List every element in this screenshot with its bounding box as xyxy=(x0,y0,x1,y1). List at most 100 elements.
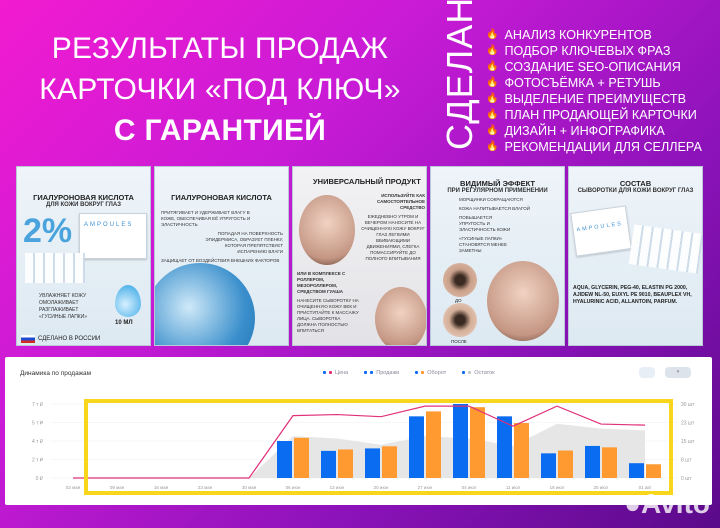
x-axis-tick: 30 мая xyxy=(242,485,257,490)
fire-icon: 🔥 xyxy=(486,109,499,120)
effect-item: «ГУСИНЫЕ ЛАПКИ» СТАНОВЯТСЯ МЕНЕЕ ЗАМЕТНЫ xyxy=(459,236,508,253)
sales-bar xyxy=(321,450,336,478)
sales-bar xyxy=(629,463,644,478)
done-item: 🔥 ПЛАН ПРОДАЮЩЕЙ КАРТОЧКИ xyxy=(486,108,697,122)
x-axis-tick: 27 июн xyxy=(418,485,433,490)
legend-marker xyxy=(421,371,425,374)
period-toggle[interactable] xyxy=(639,367,655,378)
headline-line-1: РЕЗУЛЬТАТЫ ПРОДАЖ xyxy=(51,32,389,65)
benefit: ОМОЛАЖИВАЕТ xyxy=(39,300,79,306)
sales-bar xyxy=(497,416,512,478)
fire-icon: 🔥 xyxy=(486,45,499,56)
model-photo xyxy=(299,195,355,265)
feature-text: ЗАЩИЩАЕТ ОТ ВОЗДЕЙСТВИЯ ВНЕШНИХ ФАКТОРОВ xyxy=(161,258,280,263)
sales-bar xyxy=(409,416,424,478)
benefit: УВЛАЖНЯЕТ КОЖУ xyxy=(39,293,87,299)
revenue-bar xyxy=(338,449,353,478)
before-label: ДО xyxy=(455,298,462,303)
hyaluronic-sphere-image xyxy=(155,263,255,345)
sales-chart: 0 ₽ 0 шт 2 т ₽ 8 шт 4 т ₽ 15 шт 5 т ₽ 23 шт 7 т … xyxy=(32,399,695,495)
ampoules-image xyxy=(628,224,702,274)
done-label: СДЕЛАНО xyxy=(439,0,480,150)
x-axis-tick: 04 июл xyxy=(462,485,477,490)
chart-legend: Цена Продажи Оборот Остаток xyxy=(323,370,495,376)
made-in-russia: СДЕЛАНО В РОССИИ xyxy=(21,335,100,343)
headline-line-3: С ГАРАНТИЕЙ xyxy=(113,114,327,147)
benefit: РАЗГЛАЖИВАЕТ «ГУСИНЫЕ ЛАПКИ» xyxy=(39,307,88,320)
left-axis-tick: 7 т ₽ xyxy=(32,402,44,408)
card-subtitle: ДЛЯ КОЖИ ВОКРУГ ГЛАЗ xyxy=(46,202,121,208)
feature-text: ПРИТЯГИВАЕТ И УДЕРЖИВАЕТ ВЛАГУ В КОЖЕ, О… xyxy=(161,210,251,227)
card-subtitle: СЫВОРОТКИ ДЛЯ КОЖИ ВОКРУГ ГЛАЗ xyxy=(577,188,694,194)
before-photo xyxy=(443,263,477,297)
revenue-bar xyxy=(382,446,397,478)
usage-text: НАНЕСИТЕ СЫВОРОТКУ НА ОЧИЩЕННУЮ КОЖУ ВЕК… xyxy=(297,298,359,333)
usage-heading: ИСПОЛЬЗУЙТЕ КАК САМОСТОЯТЕЛЬНОЕ СРЕДСТВО xyxy=(377,193,425,210)
highlight-frame xyxy=(84,399,673,495)
revenue-bar xyxy=(426,411,441,478)
effect-item: ПОВЫШАЕТСЯ УПРУГОСТЬ И ЭЛАСТИЧНОСТЬ КОЖИ xyxy=(459,215,511,232)
done-item: 🔥 ФОТОСЪЁМКА + РЕТУШЬ xyxy=(486,76,661,90)
date-range-select[interactable]: ▾ xyxy=(665,367,691,378)
product-card-2: ГИАЛУРОНОВАЯ КИСЛОТА ПРИТЯГИВАЕТ И УДЕРЖ… xyxy=(154,166,289,346)
sales-bar xyxy=(277,441,292,478)
card-subtitle: ПРИ РЕГУЛЯРНОМ ПРИМЕНЕНИИ xyxy=(447,188,548,194)
sales-bar xyxy=(585,445,600,478)
model-photo xyxy=(487,261,559,341)
fire-icon: 🔥 xyxy=(486,141,499,152)
x-axis-tick: 09 мая xyxy=(110,485,125,490)
feature-text: ПОПАДАЯ НА ПОВЕРХНОСТЬ ЭПИДЕРМИСА, ОБРАЗ… xyxy=(205,231,283,254)
card-title: СОСТАВ xyxy=(619,179,652,188)
usage-heading: ИЛИ В КОМПЛЕКСЕ С РОЛЛЕРОМ, МЕЗОРОЛЛЕРОМ… xyxy=(297,271,346,294)
x-axis-tick: 11 июл xyxy=(506,485,521,490)
fire-icon: 🔥 xyxy=(486,125,499,136)
done-item: 🔥 СОЗДАНИЕ SEO-ОПИСАНИЯ xyxy=(486,60,681,74)
x-axis-tick: 02 мая xyxy=(66,485,81,490)
revenue-bar xyxy=(602,447,617,478)
sales-bar xyxy=(541,453,556,478)
legend-item[interactable]: Оборот xyxy=(415,370,446,376)
product-box: AMPOULES xyxy=(79,213,147,259)
legend-item[interactable]: Остаток xyxy=(462,370,495,376)
card-title: УНИВЕРСАЛЬНЫЙ ПРОДУКТ xyxy=(313,177,421,186)
headline-line-2: КАРТОЧКИ «ПОД КЛЮЧ» xyxy=(39,73,401,106)
x-axis-tick: 01 авг xyxy=(639,485,652,490)
legend-marker xyxy=(462,371,466,374)
revenue-bar xyxy=(514,423,529,478)
legend-marker xyxy=(329,371,332,374)
legend-item[interactable]: Продажи xyxy=(364,370,399,376)
card-title: ВИДИМЫЙ ЭФФЕКТ xyxy=(460,179,535,188)
usage-block-1: ИСПОЛЬЗУЙТЕ КАК САМОСТОЯТЕЛЬНОЕ СРЕДСТВО… xyxy=(361,193,425,265)
percent-badge: 2% xyxy=(23,212,73,250)
x-axis-tick: 18 июл xyxy=(550,485,565,490)
revenue-bar xyxy=(294,437,309,478)
sales-bar xyxy=(453,404,468,478)
legend-item[interactable]: Цена xyxy=(323,370,348,376)
left-axis-tick: 4 т ₽ xyxy=(32,439,44,445)
sales-bar xyxy=(365,448,380,478)
benefits-list: УВЛАЖНЯЕТ КОЖУ ОМОЛАЖИВАЕТ РАЗГЛАЖИВАЕТ … xyxy=(39,293,93,321)
x-axis-tick: 13 июн xyxy=(330,485,345,490)
right-axis-tick: 8 шт xyxy=(681,458,692,464)
drop-icon xyxy=(115,285,141,317)
effect-item: КОЖА НАПИТЫВАЕТСЯ ВЛАГОЙ xyxy=(459,206,530,211)
fire-icon: 🔥 xyxy=(486,77,499,88)
right-axis-tick: 30 шт xyxy=(681,402,695,408)
legend-marker xyxy=(323,371,326,374)
usage-text: ЕЖЕДНЕВНО УТРОМ И ВЕЧЕРОМ НАНОСИТЕ НА ОЧ… xyxy=(361,214,425,261)
headline: РЕЗУЛЬТАТЫ ПРОДАЖ КАРТОЧКИ «ПОД КЛЮЧ» С … xyxy=(8,28,432,151)
fire-icon: 🔥 xyxy=(486,93,499,104)
fire-icon: 🔥 xyxy=(486,61,499,72)
product-card-1: ГИАЛУРОНОВАЯ КИСЛОТА ДЛЯ КОЖИ ВОКРУГ ГЛА… xyxy=(16,166,151,346)
volume-label: 10 МЛ xyxy=(115,320,133,326)
legend-marker xyxy=(415,371,419,374)
product-box: AMPOULES xyxy=(570,205,632,257)
done-item: 🔥 АНАЛИЗ КОНКУРЕНТОВ xyxy=(486,28,652,42)
right-axis-tick: 23 шт xyxy=(681,421,695,427)
sales-chart-panel: Динамика по продажам Цена Продажи Оборот Ос… xyxy=(5,357,712,505)
chart-title: Динамика по продажам xyxy=(20,370,92,377)
ampoules-image xyxy=(25,253,85,283)
done-item: 🔥 РЕКОМЕНДАЦИИ ДЛЯ СЕЛЛЕРА xyxy=(486,140,702,154)
right-axis-tick: 0 шт xyxy=(681,476,692,482)
russia-flag-icon xyxy=(21,335,35,343)
